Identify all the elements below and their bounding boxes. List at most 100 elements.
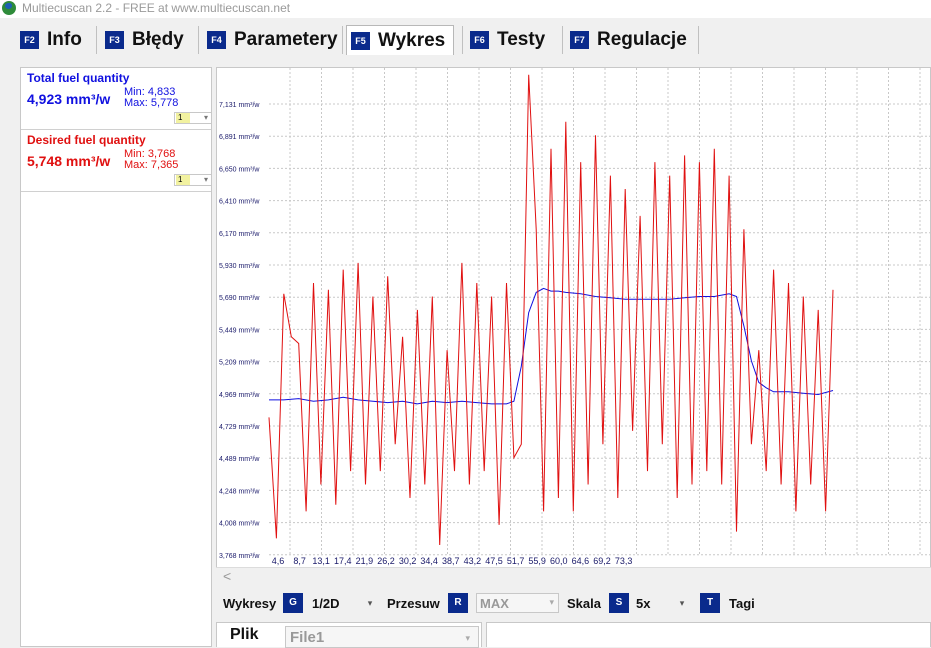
x-tick-label: 60,0	[550, 556, 568, 566]
przesuw-label: Przesuw	[387, 596, 440, 611]
tab-bar: F2 Info F3 Błędy F4 Parametery F5 Wykres F6 Testy…	[0, 18, 931, 64]
scroll-left-icon[interactable]: <	[223, 568, 232, 584]
y-tick-label: 5,449 mm³/w	[219, 327, 260, 334]
chevron-down-icon[interactable]: ▾	[679, 598, 685, 608]
x-tick-label: 55,9	[528, 556, 546, 566]
x-tick-label: 64,6	[572, 556, 590, 566]
tab-label: Testy	[497, 29, 546, 50]
title-bar: Multiecuscan 2.2 - FREE at www.multiecus…	[0, 0, 931, 18]
y-tick-label: 4,729 mm³/w	[219, 424, 260, 431]
file-panel: Plik File1 ▾	[216, 622, 482, 648]
tab-label: Info	[47, 29, 82, 50]
horizontal-scrollbar[interactable]: <	[216, 567, 931, 584]
chevron-down-icon: ▾	[203, 113, 208, 122]
parameter-min: Min: 4,833	[124, 86, 176, 98]
x-tick-label: 8,7	[293, 556, 306, 566]
file-value: File1	[290, 629, 325, 646]
file-bar: Plik File1 ▾	[216, 622, 931, 648]
tab-info[interactable]: F2 Info	[16, 25, 94, 55]
x-tick-label: 47,5	[485, 556, 503, 566]
parameter-total-fuel-quantity[interactable]: Total fuel quantity 4,923 mm³/w Min: 4,8…	[21, 68, 212, 130]
chart-area: 7,131 mm³/w 6,891 mm³/w 6,650 mm³/w 6,410 m…	[216, 67, 931, 584]
parameter-value: 4,923 mm³/w	[27, 91, 111, 107]
parameter-max: Max: 5,778	[124, 97, 179, 109]
wykresy-value[interactable]: 1/2D	[312, 596, 340, 611]
chart-toolbar: Wykresy G 1/2D ▾ Przesuw R MAX ▾ Skala S…	[216, 588, 931, 622]
y-tick-label: 4,489 mm³/w	[219, 456, 260, 463]
function-key-badge: F7	[570, 31, 589, 49]
tab-regulacje[interactable]: F7 Regulacje	[566, 25, 696, 55]
parameter-max: Max: 7,365	[124, 159, 179, 171]
parameter-name: Total fuel quantity	[27, 71, 130, 85]
x-tick-label: 4,6	[272, 556, 285, 566]
y-tick-label: 4,969 mm³/w	[219, 392, 260, 399]
y-tick-label: 6,170 mm³/w	[219, 231, 260, 238]
parameter-value: 5,748 mm³/w	[27, 153, 111, 169]
series-line-desired-fuel-quantity	[268, 74, 834, 546]
scale-value: 1	[176, 113, 190, 123]
y-tick-label: 4,008 mm³/w	[219, 521, 260, 528]
wykresy-key-button[interactable]: G	[283, 593, 303, 613]
parameter-panel: Total fuel quantity 4,923 mm³/w Min: 4,8…	[20, 67, 212, 647]
line-chart: 7,131 mm³/w 6,891 mm³/w 6,650 mm³/w 6,410 m…	[219, 68, 931, 566]
chevron-down-icon[interactable]: ▾	[367, 598, 373, 608]
y-tick-label: 5,930 mm³/w	[219, 263, 260, 270]
parameter-min: Min: 3,768	[124, 148, 176, 160]
tab-separator	[562, 26, 563, 54]
function-key-badge: F5	[351, 31, 370, 50]
x-tick-label: 26,2	[377, 556, 395, 566]
x-tick-label: 13,1	[312, 556, 330, 566]
x-tick-label: 21,9	[356, 556, 374, 566]
skala-value[interactable]: 5x	[636, 596, 651, 611]
skala-label: Skala	[567, 596, 601, 611]
tab-separator	[698, 26, 699, 54]
tab-label: Wykres	[378, 29, 446, 51]
y-tick-label: 6,891 mm³/w	[219, 134, 260, 141]
tab-label: Regulacje	[597, 29, 687, 50]
tab-separator	[342, 26, 343, 54]
multiecuscan-logo-icon	[2, 1, 16, 15]
file-label: Plik	[230, 626, 259, 643]
scale-select[interactable]: 1 ▾	[174, 174, 212, 186]
y-tick-label: 6,650 mm³/w	[219, 166, 260, 173]
wykresy-label: Wykresy	[223, 596, 277, 611]
chevron-down-icon: ▾	[465, 633, 470, 643]
tab-separator	[96, 26, 97, 54]
file-info-panel	[486, 622, 931, 647]
y-tick-label: 6,410 mm³/w	[219, 199, 260, 206]
scale-value: 1	[176, 175, 190, 185]
parameter-desired-fuel-quantity[interactable]: Desired fuel quantity 5,748 mm³/w Min: 3…	[21, 130, 212, 192]
x-tick-label: 17,4	[334, 556, 352, 566]
scale-select[interactable]: 1 ▾	[174, 112, 212, 124]
function-key-badge: F3	[105, 31, 124, 49]
y-tick-label: 5,209 mm³/w	[219, 360, 260, 367]
przesuw-select[interactable]: MAX ▾	[476, 593, 559, 613]
tab-błędy[interactable]: F3 Błędy	[101, 25, 195, 55]
x-tick-label: 51,7	[507, 556, 525, 566]
function-key-badge: F6	[470, 31, 489, 49]
function-key-badge: F4	[207, 31, 226, 49]
tab-separator	[462, 26, 463, 54]
y-tick-label: 7,131 mm³/w	[219, 102, 260, 109]
skala-key-button[interactable]: S	[609, 593, 629, 613]
przesuw-key-button[interactable]: R	[448, 593, 468, 613]
tab-parametery[interactable]: F4 Parametery	[203, 25, 341, 55]
file-select[interactable]: File1 ▾	[285, 626, 479, 648]
tab-separator	[198, 26, 199, 54]
window-title: Multiecuscan 2.2 - FREE at www.multiecus…	[22, 1, 291, 15]
tagi-key-button[interactable]: T	[700, 593, 720, 613]
parameter-name: Desired fuel quantity	[27, 133, 146, 147]
function-key-badge: F2	[20, 31, 39, 49]
y-tick-label: 5,690 mm³/w	[219, 295, 260, 302]
tab-label: Parametery	[234, 29, 338, 50]
x-tick-label: 34,4	[420, 556, 438, 566]
tab-testy[interactable]: F6 Testy	[466, 25, 556, 55]
x-tick-label: 38,7	[442, 556, 460, 566]
chevron-down-icon: ▾	[549, 597, 554, 607]
tab-label: Błędy	[132, 29, 184, 50]
tagi-label[interactable]: Tagi	[729, 596, 755, 611]
x-tick-label: 73,3	[615, 556, 633, 566]
tab-wykres[interactable]: F5 Wykres	[346, 25, 454, 55]
y-tick-label: 3,768 mm³/w	[219, 553, 260, 560]
chevron-down-icon: ▾	[203, 175, 208, 184]
